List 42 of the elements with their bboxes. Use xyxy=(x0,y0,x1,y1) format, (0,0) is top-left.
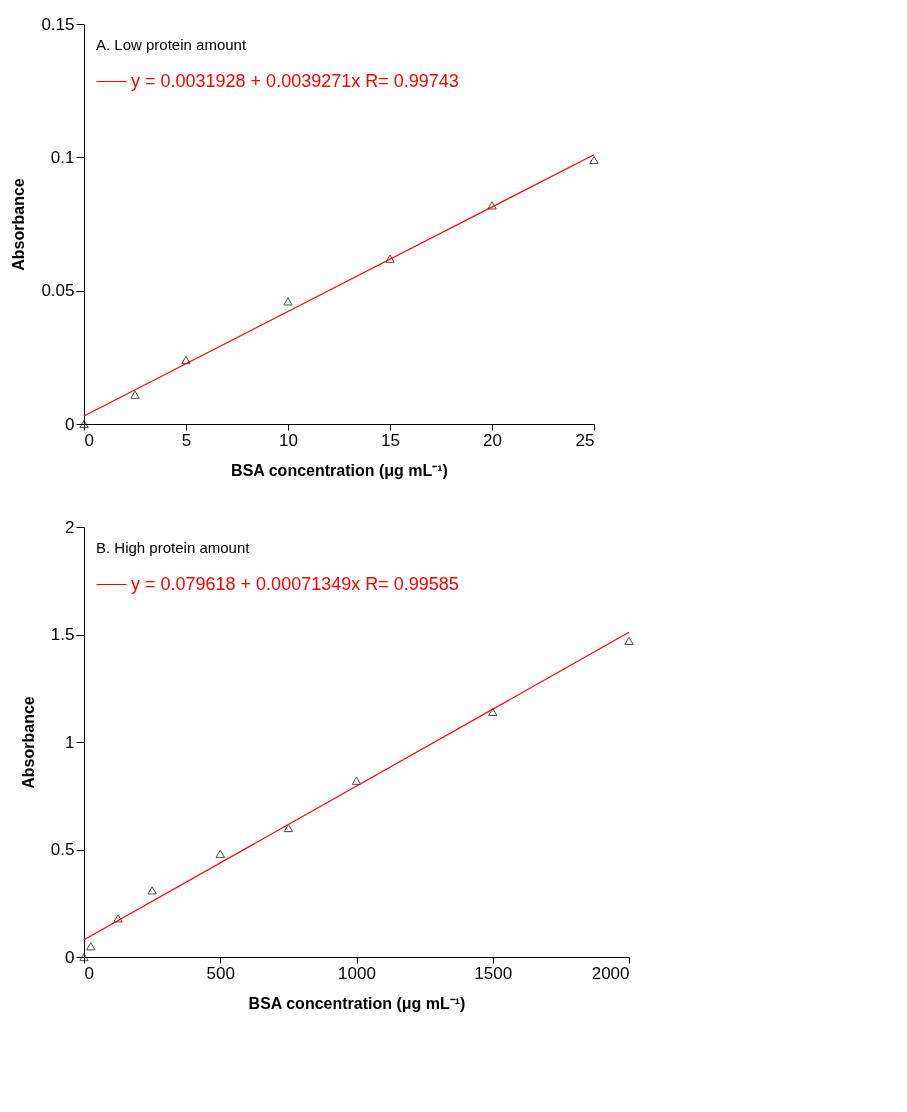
point xyxy=(624,636,634,646)
y-axis-title: Absorbance xyxy=(10,178,28,271)
point xyxy=(113,914,123,923)
point xyxy=(181,355,191,365)
y-tick-label: 0 xyxy=(65,414,75,434)
y-tick-label: 0.5 xyxy=(50,840,75,859)
point xyxy=(130,390,140,399)
point xyxy=(351,776,362,785)
x-tick-label: 5 xyxy=(181,430,192,450)
point xyxy=(589,155,599,165)
point xyxy=(385,254,395,263)
x-tick-label: 25 xyxy=(575,430,595,450)
y-tick-label: 0.05 xyxy=(41,281,75,301)
x-axis-title: BSA concentration (μg mL⁻¹) xyxy=(231,461,448,479)
point xyxy=(283,823,294,833)
point xyxy=(215,849,225,858)
annotation: B. High protein amount xyxy=(96,539,251,556)
annotation: A. Low protein amount xyxy=(96,36,247,53)
x-tick-label: 1000 xyxy=(338,963,376,983)
point xyxy=(487,201,497,210)
x-tick-label: 0 xyxy=(84,963,94,983)
y-tick-label: 2 xyxy=(65,517,75,537)
y-tick-label: 0 xyxy=(65,947,75,967)
x-tick-label: 20 xyxy=(483,430,502,450)
x-axis-title: BSA concentration (μg mL⁻¹) xyxy=(248,994,466,1012)
y-tick-label: 1 xyxy=(65,732,75,752)
point xyxy=(283,297,293,306)
x-tick-label: 1500 xyxy=(474,963,513,983)
x-tick-label: 2000 xyxy=(591,963,630,983)
x-tick-label: 15 xyxy=(381,430,400,450)
point xyxy=(86,942,96,951)
y-tick-label: 0.1 xyxy=(50,147,75,167)
legend-label: y = 0.079618 + 0.00071349x R= 0.99585 xyxy=(131,573,459,594)
x-tick-label: 10 xyxy=(279,430,298,450)
y-tick-label: 1.5 xyxy=(50,625,75,644)
x-tick-label: 500 xyxy=(206,963,235,983)
y-tick-label: 0.15 xyxy=(41,14,75,34)
point xyxy=(488,707,498,717)
x-tick-label: 0 xyxy=(84,430,94,450)
point xyxy=(147,886,157,895)
y-axis-title: Absorbance xyxy=(19,696,37,789)
legend-label: y = 0.0031928 + 0.0039271x R= 0.99743 xyxy=(131,70,459,91)
